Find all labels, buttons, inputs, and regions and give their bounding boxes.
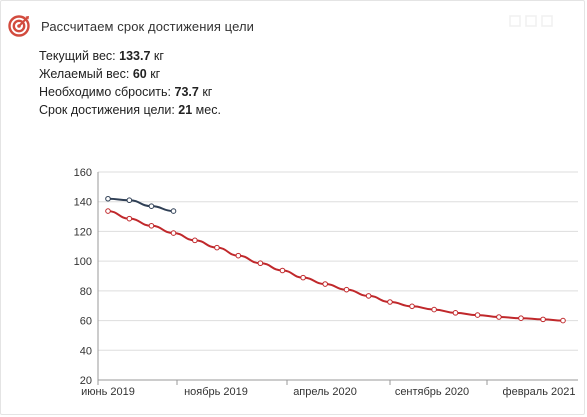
goal-term-row: Срок достижения цели: 21 мес.: [39, 103, 221, 117]
x-tick-label: ноябрь 2019: [184, 386, 248, 398]
y-tick-label: 40: [80, 345, 92, 357]
goal-summary: Текущий вес: 133.7 кг Желаемый вес: 60 к…: [39, 47, 221, 119]
forecast-point: [409, 303, 415, 310]
forecast-point: [452, 310, 459, 316]
y-tick-label: 160: [74, 167, 92, 179]
card-title: Рассчитаем срок достижения цели: [41, 18, 255, 34]
forecast-point: [170, 230, 177, 236]
actual-point: [148, 203, 155, 209]
y-tick-label: 20: [80, 375, 92, 387]
goal-term-value: 21: [178, 103, 193, 117]
x-tick-label: апрель 2020: [293, 386, 357, 398]
target-weight-row: Желаемый вес: 60 кг: [39, 67, 161, 81]
forecast-point: [431, 306, 437, 313]
forecast-point: [365, 293, 372, 299]
y-tick-label: 100: [74, 256, 92, 268]
actual-point: [126, 197, 133, 204]
forecast-point: [279, 267, 286, 274]
y-tick-label: 80: [80, 286, 92, 298]
watermark-icon: [509, 15, 553, 27]
weight-to-lose-value: 73.7: [174, 85, 199, 99]
current-weight-row: Текущий вес: 133.7 кг: [39, 49, 164, 63]
actual-line: [107, 197, 174, 213]
y-tick-label: 140: [74, 197, 92, 209]
forecast-point: [540, 316, 546, 323]
forecast-point: [496, 314, 502, 320]
y-tick-label: 60: [80, 316, 92, 328]
forecast-point: [257, 260, 264, 267]
forecast-point: [300, 274, 306, 281]
target-icon: [8, 15, 30, 37]
y-tick-label: 120: [74, 226, 92, 238]
actual-point: [105, 195, 111, 202]
forecast-point: [474, 312, 481, 318]
forecast-point: [105, 208, 111, 214]
current-weight-value: 133.7: [119, 49, 151, 63]
forecast-point: [560, 317, 566, 324]
x-tick-label: февраль 2021: [503, 386, 576, 398]
forecast-line: [107, 210, 564, 322]
x-tick-label: июнь 2019: [81, 386, 135, 398]
forecast-point: [387, 299, 393, 305]
forecast-point: [148, 222, 155, 229]
weight-to-lose-row: Необходимо сбросить: 73.7 кг: [39, 85, 213, 99]
forecast-point: [192, 237, 198, 244]
forecast-point: [126, 215, 133, 222]
target-weight-value: 60: [132, 67, 147, 81]
card-header: Рассчитаем срок достижения цели: [8, 15, 254, 37]
actual-point: [170, 208, 177, 214]
x-tick-label: сентябрь 2020: [395, 386, 469, 398]
forecast-point: [214, 244, 220, 251]
forecast-point: [518, 315, 524, 321]
forecast-point: [343, 286, 350, 293]
forecast-point: [322, 281, 328, 287]
forecast-point: [235, 252, 242, 259]
